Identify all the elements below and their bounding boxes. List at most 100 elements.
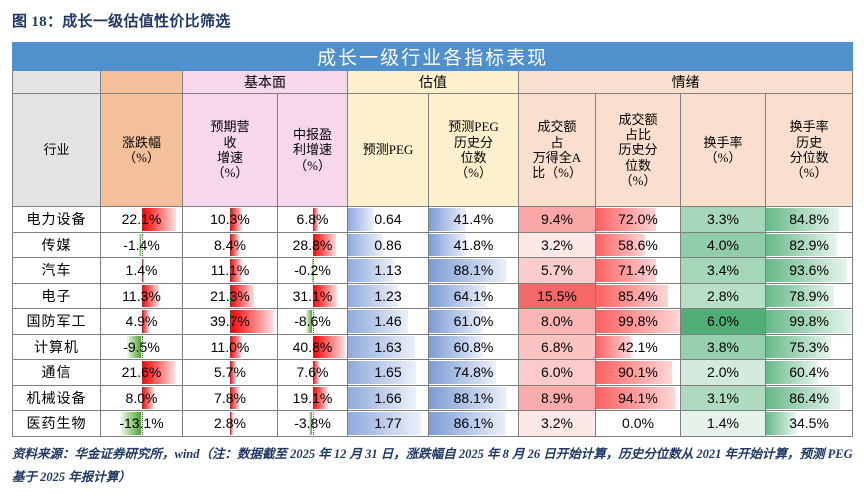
cell-amt_pct: 94.1%	[595, 384, 681, 411]
cell-peg: 1.46	[347, 308, 429, 335]
cell-value: 34.5%	[789, 415, 829, 431]
cell-value: 60.8%	[453, 338, 494, 355]
cell-value: 88.1%	[453, 262, 494, 278]
industry-name: 电力设备	[12, 206, 101, 233]
group-header-blank-change	[100, 70, 183, 94]
cell-peg: 1.23	[347, 282, 429, 309]
cell-peg: 0.64	[347, 206, 429, 233]
cell-value: 1.23	[374, 287, 402, 304]
cell-turnover_amt: 6.8%	[518, 333, 596, 360]
table-banner-title: 成长一级行业各指标表现	[11, 42, 854, 71]
table-row: 汽车 1.4% 11.1% -0.2% 1.13 88.1% 5.7% 71.4% 3.4% 93…	[12, 257, 854, 284]
cell-profit_growth: 6.8%	[277, 206, 348, 233]
industry-name: 传媒	[12, 231, 101, 258]
column-header-peg_pct: 预测PEG 历史分 位数 （%）	[428, 93, 519, 207]
cell-turnover_amt: 6.0%	[518, 359, 596, 386]
cell-turnover_amt: 5.7%	[518, 257, 596, 284]
cell-amt_pct: 99.8%	[595, 308, 681, 335]
cell-value: 10.3%	[210, 211, 250, 227]
column-header-profit_growth: 中报盈 利增速 （%）	[277, 93, 348, 207]
cell-value: 61.0%	[453, 313, 494, 329]
cell-value: 1.46	[374, 313, 402, 329]
table-row: 通信 21.6% 5.7% 7.6% 1.65 74.8% 6.0% 90.1% 2.0% 60.…	[12, 359, 854, 386]
cell-value: 0.64	[374, 211, 402, 227]
metrics-table: 成长一级行业各指标表现 基本面 估值 情绪 行业 涨跌幅 （%） 预期营收增速 （%） 中报盈…	[11, 42, 854, 437]
cell-turn_pct: 34.5%	[764, 410, 854, 437]
cell-turnover_amt: 15.5%	[518, 282, 596, 309]
cell-value: 41.4%	[453, 211, 494, 227]
cell-turn_pct: 86.4%	[764, 384, 854, 411]
column-header-peg: 预测PEG	[347, 93, 429, 207]
industry-name: 计算机	[12, 333, 101, 360]
cell-amt_pct: 85.4%	[595, 282, 681, 309]
metrics-table-wrapper: 成长一级行业各指标表现 基本面 估值 情绪 行业 涨跌幅 （%） 预期营收增速 （%） 中报盈…	[11, 42, 854, 437]
cell-value: 11.1%	[210, 262, 250, 278]
cell-profit_growth: -8.6%	[277, 308, 348, 335]
table-row: 传媒 -1.4% 8.4% 28.8% 0.86 41.8% 3.2% 58.6% 4.0% 82…	[12, 231, 854, 258]
industry-name: 电子	[12, 282, 101, 309]
column-header-rev_growth: 预期营收增速 （%）	[182, 93, 278, 207]
cell-value: 99.8%	[618, 313, 658, 329]
column-header-change: 涨跌幅 （%）	[100, 93, 183, 207]
cell-value: 21.6%	[121, 364, 162, 380]
cell-value: 21.3%	[210, 287, 250, 304]
group-header-basic: 基本面	[182, 70, 348, 94]
cell-value: -1.4%	[123, 236, 160, 253]
cell-value: -9.5%	[123, 338, 160, 355]
group-header-sentiment: 情绪	[517, 70, 854, 94]
cell-peg_pct: 86.1%	[428, 410, 519, 437]
table-row: 电子 11.3% 21.3% 31.1% 1.23 64.1% 15.5% 85.4% 2.8%…	[12, 282, 854, 309]
cell-value: 1.4%	[125, 262, 158, 278]
column-header-industry: 行业	[12, 93, 101, 207]
table-row: 国防军工 4.9% 39.7% -8.6% 1.46 61.0% 8.0% 99.8% 6.0%…	[12, 308, 854, 335]
cell-amt_pct: 90.1%	[595, 359, 681, 386]
cell-peg: 1.63	[347, 333, 429, 360]
cell-value: 22.1%	[121, 211, 162, 227]
cell-amt_pct: 0.0%	[595, 410, 681, 437]
cell-change: 11.3%	[100, 282, 183, 309]
cell-rev_growth: 11.0%	[182, 333, 278, 360]
cell-peg_pct: 60.8%	[428, 333, 519, 360]
industry-name: 机械设备	[12, 384, 101, 411]
cell-value: 4.9%	[125, 313, 158, 329]
cell-profit_growth: 31.1%	[277, 282, 348, 309]
cell-value: 75.3%	[789, 338, 829, 355]
cell-value: 85.4%	[618, 287, 658, 304]
cell-value: 9.4%	[541, 211, 573, 227]
cell-turn_rate: 3.3%	[680, 206, 766, 233]
cell-rev_growth: 39.7%	[182, 308, 278, 335]
cell-turnover_amt: 3.2%	[518, 231, 596, 258]
cell-profit_growth: 7.6%	[277, 359, 348, 386]
cell-value: 41.8%	[453, 236, 494, 253]
group-header-blank-industry	[12, 70, 101, 94]
cell-amt_pct: 71.4%	[595, 257, 681, 284]
group-header-row: 基本面 估值 情绪	[12, 70, 854, 94]
cell-value: 6.0%	[541, 364, 573, 380]
cell-value: 3.3%	[707, 211, 739, 227]
cell-value: 8.0%	[125, 389, 158, 406]
cell-value: 1.63	[374, 338, 402, 355]
cell-value: 2.8%	[707, 287, 739, 304]
cell-value: 2.0%	[707, 364, 739, 380]
cell-peg_pct: 61.0%	[428, 308, 519, 335]
cell-value: 42.1%	[618, 338, 658, 355]
cell-value: 11.3%	[122, 287, 161, 304]
cell-value: 82.9%	[789, 236, 829, 253]
figure-title: 图 18：成长一级估值性价比筛选	[12, 14, 231, 30]
cell-value: 71.4%	[618, 262, 658, 278]
cell-value: 11.0%	[210, 338, 250, 355]
cell-value: 40.8%	[292, 338, 333, 355]
industry-name: 医药生物	[12, 410, 101, 437]
cell-turn_pct: 99.8%	[764, 308, 854, 335]
cell-change: 21.6%	[100, 359, 183, 386]
cell-peg: 1.13	[347, 257, 429, 284]
cell-value: -3.8%	[294, 415, 331, 431]
cell-profit_growth: -3.8%	[277, 410, 348, 437]
cell-value: 0.0%	[622, 415, 654, 431]
industry-name: 汽车	[12, 257, 101, 284]
cell-value: 1.77	[374, 415, 402, 431]
cell-turn_pct: 82.9%	[764, 231, 854, 258]
cell-rev_growth: 2.8%	[182, 410, 278, 437]
cell-value: 72.0%	[618, 211, 658, 227]
